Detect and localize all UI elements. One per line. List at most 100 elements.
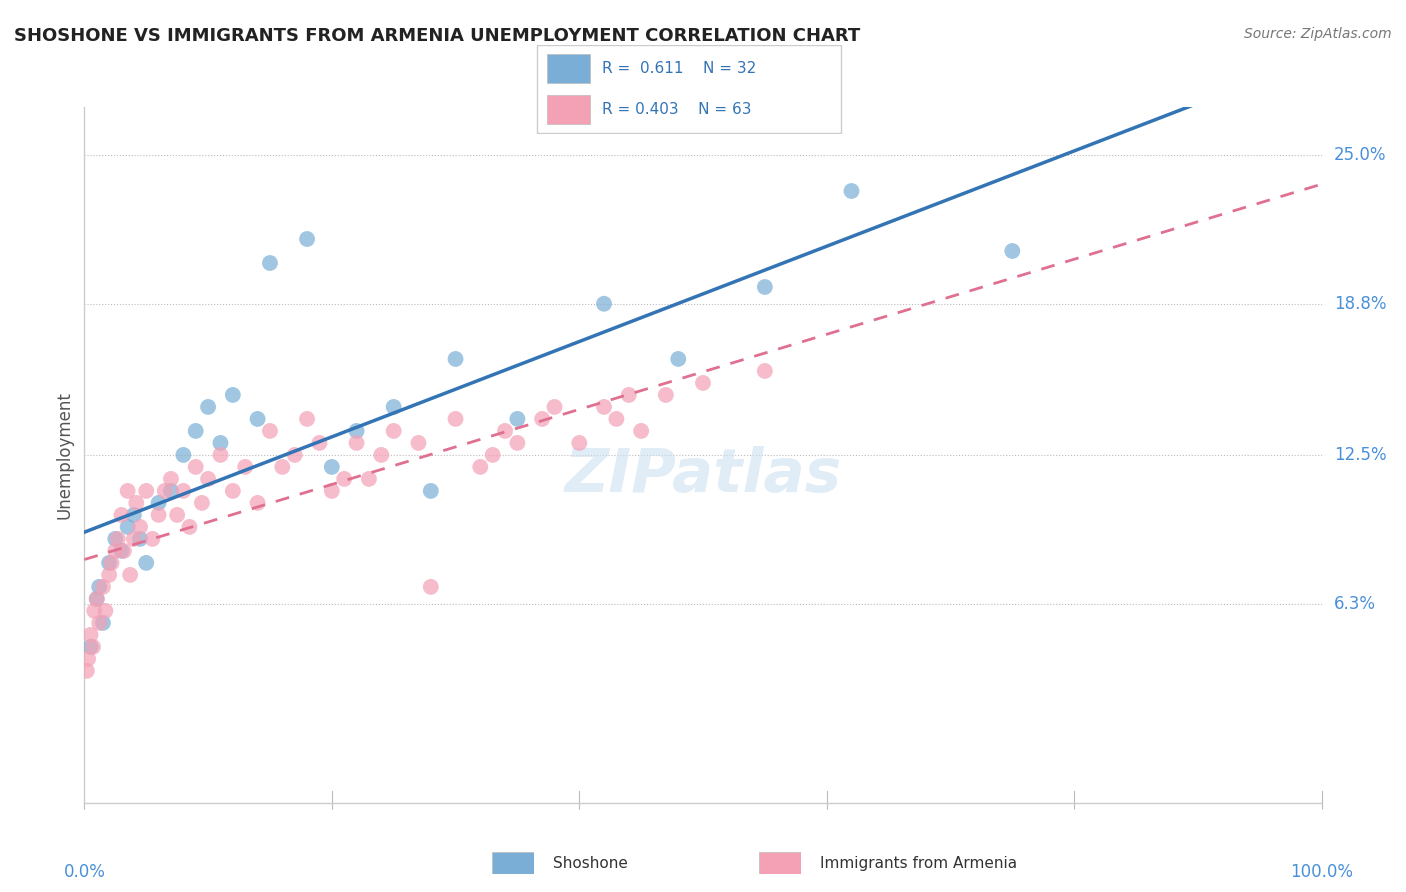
Point [135,556,157,570]
Point [141,532,163,546]
Point [129,520,152,534]
Text: 25.0%: 25.0% [1334,146,1386,164]
Point [246,412,269,426]
Point [117,520,139,534]
Point [89,615,111,630]
Point [370,448,392,462]
Point [104,544,127,558]
Point [125,496,148,510]
Point [321,483,343,498]
Point [91,615,114,630]
Point [470,459,492,474]
Point [568,436,591,450]
Point [148,496,170,510]
Point [481,448,503,462]
Point [94,604,117,618]
Text: R =  0.611    N = 32: R = 0.611 N = 32 [602,62,756,76]
Text: 0.0%: 0.0% [63,863,105,880]
Point [129,532,152,546]
Text: Immigrants from Armenia: Immigrants from Armenia [820,855,1017,871]
Point [172,483,194,498]
Point [308,436,330,450]
Point [79,640,101,654]
Point [630,424,652,438]
Point [197,472,219,486]
Text: ZIPatlas: ZIPatlas [564,446,842,505]
Text: 100.0%: 100.0% [1291,863,1353,880]
Point [655,388,678,402]
Point [754,280,776,294]
Point [233,459,256,474]
Point [179,520,201,534]
Point [98,556,121,570]
Text: Shoshone: Shoshone [553,855,627,871]
Point [593,297,616,311]
Text: R = 0.403    N = 63: R = 0.403 N = 63 [602,103,752,117]
Point [100,556,122,570]
Point [494,424,516,438]
Point [605,412,627,426]
Point [184,459,207,474]
Point [1001,244,1024,258]
Point [284,448,307,462]
Point [295,232,318,246]
Point [83,604,105,618]
Point [222,388,245,402]
Point [259,256,281,270]
Point [135,483,157,498]
Point [321,459,343,474]
Text: Source: ZipAtlas.com: Source: ZipAtlas.com [1244,27,1392,41]
Point [295,412,318,426]
Point [122,532,145,546]
Point [153,483,176,498]
Point [122,508,145,522]
Point [259,424,281,438]
Point [172,448,194,462]
Point [120,567,142,582]
Point [246,496,269,510]
Point [419,483,441,498]
Point [76,664,98,678]
Point [91,580,114,594]
Point [107,532,129,546]
Point [112,544,135,558]
Point [166,508,188,522]
Point [86,591,108,606]
Point [117,483,139,498]
Point [444,351,467,366]
Point [191,496,214,510]
Point [209,436,232,450]
FancyBboxPatch shape [537,45,841,133]
Point [531,412,554,426]
Point [89,580,111,594]
Text: 12.5%: 12.5% [1334,446,1386,464]
Point [333,472,356,486]
Point [692,376,714,390]
Point [184,424,207,438]
Point [79,628,101,642]
Point [617,388,640,402]
Point [86,591,108,606]
Point [148,508,170,522]
Point [666,351,689,366]
Point [98,567,121,582]
Point [506,436,529,450]
Point [77,652,100,666]
Point [110,508,132,522]
Y-axis label: Unemployment: Unemployment [55,391,73,519]
Point [543,400,565,414]
Bar [547,54,591,83]
Point [209,448,232,462]
Point [408,436,430,450]
Point [357,472,380,486]
Point [160,472,183,486]
Point [110,544,132,558]
Point [222,483,245,498]
Point [841,184,863,198]
Point [197,400,219,414]
Point [506,412,529,426]
Point [82,640,104,654]
Point [444,412,467,426]
Text: 6.3%: 6.3% [1334,595,1376,613]
Point [160,483,183,498]
